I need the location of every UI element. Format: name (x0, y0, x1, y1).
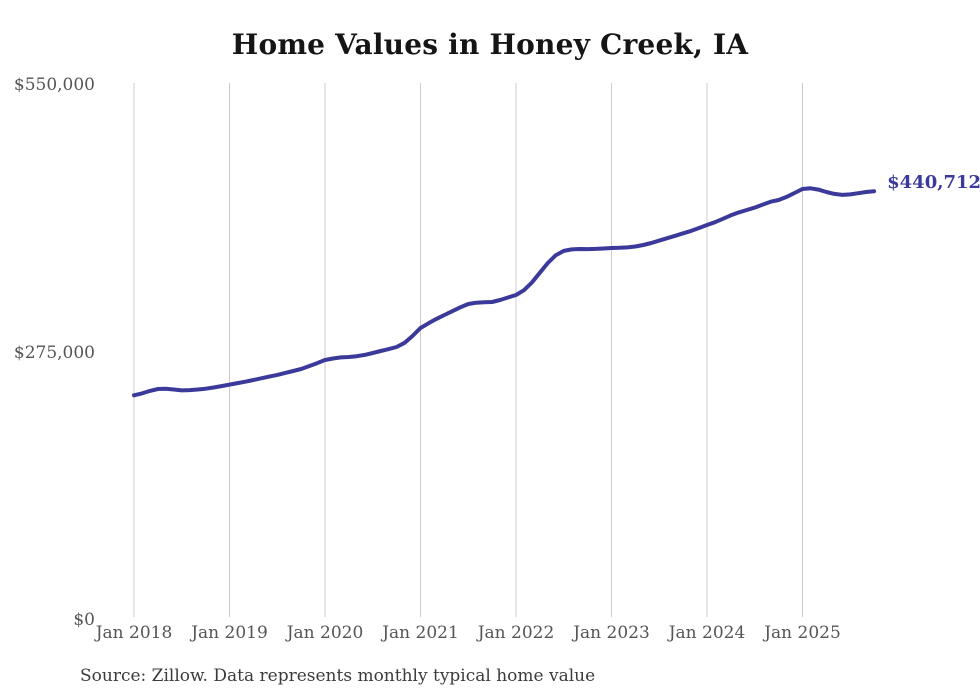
chart-title: Home Values in Honey Creek, IA (231, 28, 749, 61)
x-axis-tick-2022: Jan 2022 (477, 623, 555, 643)
x-axis-tick-2021: Jan 2021 (382, 623, 459, 643)
x-axis-tick-2025: Jan 2025 (764, 623, 841, 643)
x-axis-tick-2024: Jan 2024 (668, 623, 746, 643)
end-value-label: $440,712 (887, 172, 980, 194)
source-note: Source: Zillow. Data represents monthly … (80, 666, 596, 686)
x-axis-tick-2020: Jan 2020 (286, 623, 364, 643)
x-axis-tick-2018: Jan 2018 (95, 623, 173, 643)
y-axis-tick-middle: $275,000 (13, 342, 95, 363)
x-axis-tick-2023: Jan 2023 (573, 623, 650, 643)
home-value-line (132, 186, 877, 398)
x-axis-tick-2019: Jan 2019 (191, 623, 268, 643)
y-axis-tick-top: $550,000 (13, 75, 95, 95)
gridlines (133, 83, 803, 617)
y-axis-tick-bottom: $0 (73, 610, 95, 630)
